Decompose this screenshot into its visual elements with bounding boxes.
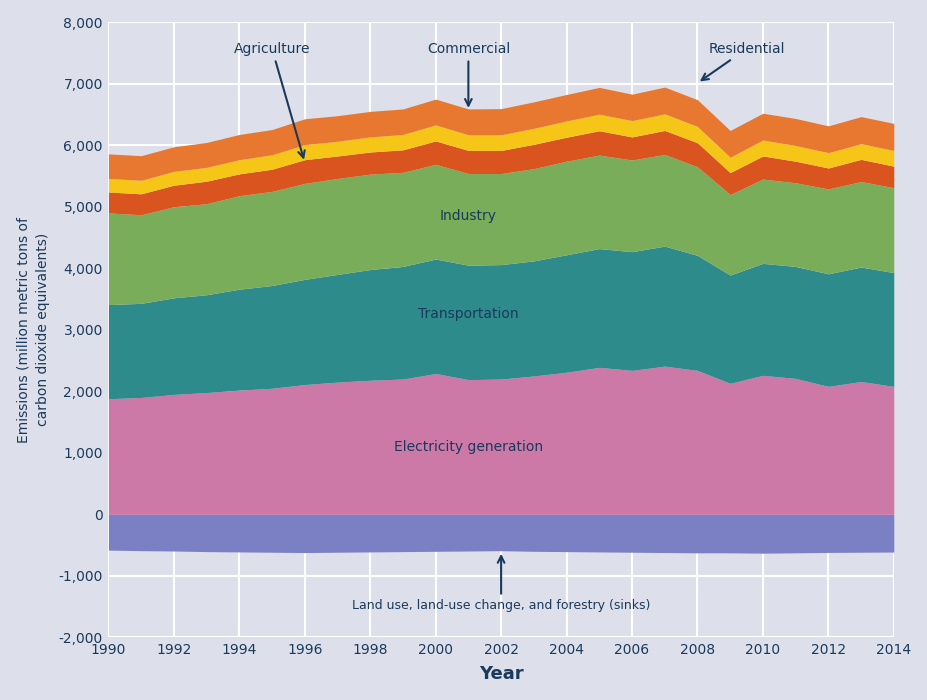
Text: Transportation: Transportation (418, 307, 518, 321)
X-axis label: Year: Year (478, 665, 523, 683)
Text: Industry: Industry (439, 209, 496, 223)
Y-axis label: Emissions (million metric tons of
carbon dioxide equivalents): Emissions (million metric tons of carbon… (17, 217, 50, 443)
Text: Electricity generation: Electricity generation (393, 440, 542, 454)
Text: Agriculture: Agriculture (234, 42, 310, 158)
Text: Land use, land-use change, and forestry (sinks): Land use, land-use change, and forestry … (351, 556, 650, 612)
Text: Residential: Residential (701, 42, 784, 80)
Text: Commercial: Commercial (426, 42, 510, 106)
